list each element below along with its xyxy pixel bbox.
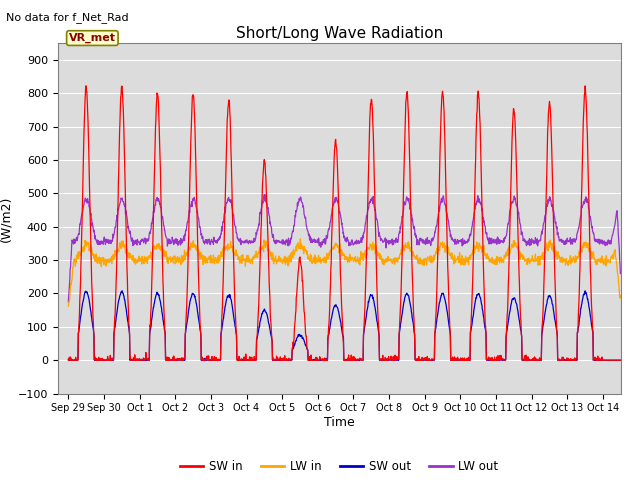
LW out: [65, 299, 72, 305]
SW out: [275, 357, 282, 363]
LW in: [65, 303, 72, 309]
SW in: [616, 357, 624, 363]
LW in: [483, 255, 490, 261]
LW in: [224, 247, 232, 253]
SW out: [225, 293, 232, 299]
X-axis label: Time: Time: [324, 416, 355, 429]
SW in: [65, 356, 72, 362]
SW out: [65, 357, 72, 363]
LW in: [164, 260, 172, 265]
LW in: [616, 295, 624, 300]
Line: LW in: LW in: [68, 239, 620, 306]
LW out: [275, 238, 282, 243]
LW in: [274, 256, 282, 262]
LW out: [544, 202, 552, 208]
LW in: [174, 255, 182, 261]
Legend: SW in, LW in, SW out, LW out: SW in, LW in, SW out, LW out: [175, 456, 503, 478]
SW in: [581, 83, 589, 89]
Text: No data for f_Net_Rad: No data for f_Net_Rad: [6, 12, 129, 23]
Text: VR_met: VR_met: [69, 33, 116, 43]
LW out: [164, 243, 172, 249]
SW out: [175, 357, 182, 363]
Y-axis label: (W/m2): (W/m2): [0, 195, 12, 241]
SW in: [275, 357, 282, 363]
SW out: [164, 357, 172, 363]
SW in: [224, 105, 232, 111]
LW out: [174, 242, 182, 248]
SW in: [483, 357, 490, 362]
SW out: [483, 357, 491, 363]
LW in: [296, 236, 304, 242]
Title: Short/Long Wave Radiation: Short/Long Wave Radiation: [236, 25, 443, 41]
Line: SW out: SW out: [68, 291, 620, 360]
SW out: [65, 357, 72, 363]
SW out: [118, 288, 126, 294]
LW out: [224, 197, 232, 203]
LW out: [616, 271, 624, 276]
LW out: [260, 192, 268, 197]
SW in: [65, 357, 72, 363]
SW out: [616, 357, 624, 363]
LW out: [483, 231, 490, 237]
Line: LW out: LW out: [68, 194, 620, 302]
SW in: [174, 356, 182, 361]
Line: SW in: SW in: [68, 86, 620, 360]
LW in: [544, 247, 552, 253]
SW in: [164, 357, 172, 363]
SW out: [544, 296, 552, 301]
SW in: [544, 128, 552, 134]
